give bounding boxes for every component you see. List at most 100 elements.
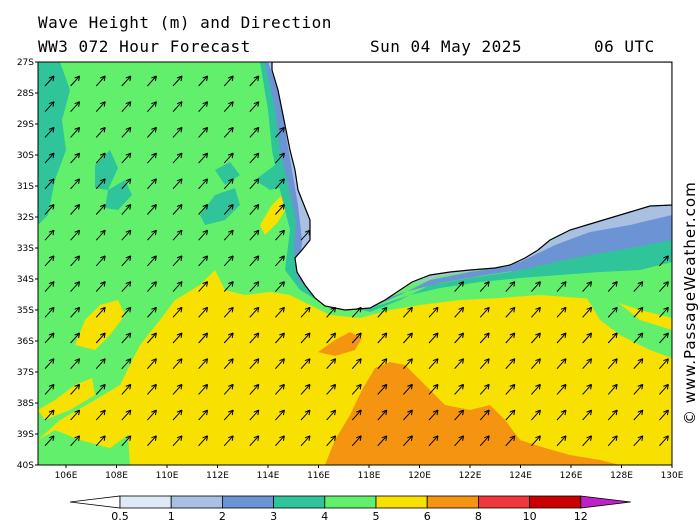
wave-arrow	[249, 306, 260, 318]
wave-arrow	[351, 332, 362, 344]
wave-arrow	[607, 409, 618, 421]
wave-arrow	[95, 75, 106, 87]
wave-arrow	[198, 332, 209, 344]
wave-arrow	[556, 383, 567, 395]
sea-teal-patch	[215, 162, 240, 185]
wave-arrow	[44, 409, 55, 421]
wave-arrow	[454, 409, 465, 421]
lon-label: 106E	[55, 471, 78, 481]
wave-arrow	[582, 332, 593, 344]
wave-arrow	[479, 358, 490, 370]
wave-arrow	[531, 281, 541, 292]
wave-arrow	[249, 126, 260, 138]
chart-title: Wave Height (m) and Direction	[38, 13, 332, 32]
wave-arrow	[95, 306, 106, 318]
wave-arrow	[300, 409, 311, 421]
wave-arrow	[531, 358, 541, 370]
wave-arrow	[326, 306, 337, 318]
lon-label: 126E	[560, 471, 583, 481]
wave-arrow	[377, 383, 388, 395]
wave-arrow	[249, 204, 260, 215]
lat-label: 28S	[17, 89, 34, 99]
wave-arrow	[351, 409, 362, 421]
wave-arrow	[659, 383, 669, 395]
wave-arrow	[531, 306, 541, 318]
wave-arrow	[300, 332, 311, 344]
wave-arrow	[70, 358, 81, 370]
wave-arrow	[505, 281, 516, 292]
wave-arrow	[70, 126, 81, 138]
wave-arrow	[275, 409, 285, 421]
wave-arrow	[249, 435, 260, 447]
wave-arrow	[326, 358, 337, 370]
wave-arrow	[198, 229, 209, 241]
wave-arrow	[505, 435, 516, 447]
lat-label: 30S	[17, 151, 34, 161]
wave-arrow	[454, 358, 465, 370]
wave-arrow	[633, 358, 644, 370]
wave-arrow	[531, 409, 541, 421]
wave-arrow	[326, 332, 337, 344]
wave-arrow	[223, 178, 234, 190]
wave-arrow	[70, 255, 81, 267]
wave-arrow	[121, 204, 132, 215]
wave-arrow	[198, 126, 209, 138]
wave-arrow	[121, 409, 132, 421]
sea-blue-band	[265, 62, 672, 308]
colorbar-swatch	[426, 495, 479, 509]
wave-arrow	[70, 101, 81, 113]
wave-arrow	[172, 281, 183, 292]
wave-arrow	[44, 358, 55, 370]
wave-arrow	[505, 383, 516, 395]
wave-arrow	[556, 281, 567, 292]
wave-arrow	[121, 126, 132, 138]
wave-arrow	[147, 383, 157, 395]
wave-arrow	[607, 383, 618, 395]
wave-arrow	[377, 332, 388, 344]
wave-arrow	[275, 358, 285, 370]
colorbar-swatch	[477, 495, 530, 509]
wave-arrow	[582, 358, 593, 370]
wave-arrow	[70, 332, 81, 344]
wave-arrow	[198, 178, 209, 190]
wave-arrow	[633, 332, 644, 344]
lon-label: 122E	[459, 471, 482, 481]
wave-arrow	[95, 332, 106, 344]
wave-arrow	[95, 101, 106, 113]
wave-arrow	[249, 383, 260, 395]
wave-arrow	[70, 152, 81, 164]
lat-label: 38S	[17, 399, 34, 409]
wave-arrow	[275, 332, 285, 344]
wave-arrow	[223, 435, 234, 447]
wave-arrow	[223, 358, 234, 370]
lon-label: 116E	[307, 471, 330, 481]
wave-arrow	[147, 255, 157, 267]
sea-yellow-patch	[75, 300, 125, 350]
wave-arrow	[300, 229, 311, 241]
wave-arrow	[70, 281, 81, 292]
wave-arrow	[70, 75, 81, 87]
wave-arrow	[505, 332, 516, 344]
wave-arrow	[223, 204, 234, 215]
wave-arrow	[556, 409, 567, 421]
lon-label: 114E	[257, 471, 280, 481]
lat-label: 27S	[17, 58, 34, 68]
latitude-axis: 27S 28S 29S 30S 31S 32S 33S 34S 35S 36S 37S 38S 39S 4…	[17, 58, 38, 471]
colorbar-value: 10	[523, 510, 537, 523]
wave-arrow	[44, 281, 55, 292]
wave-arrow	[403, 358, 413, 370]
wave-arrow	[249, 152, 260, 164]
wave-arrow	[121, 383, 132, 395]
wave-arrow	[198, 101, 209, 113]
wave-arrow	[300, 435, 311, 447]
wave-arrow	[198, 255, 209, 267]
wave-arrow	[300, 383, 311, 395]
wave-arrow	[44, 229, 55, 241]
forecast-label: WW3 072 Hour Forecast	[38, 37, 251, 56]
wave-arrow	[275, 281, 285, 292]
wave-arrow	[198, 281, 209, 292]
wave-arrow	[454, 383, 465, 395]
australia-landmass	[271, 62, 672, 311]
wave-arrow	[479, 383, 490, 395]
wave-arrow	[249, 75, 260, 87]
